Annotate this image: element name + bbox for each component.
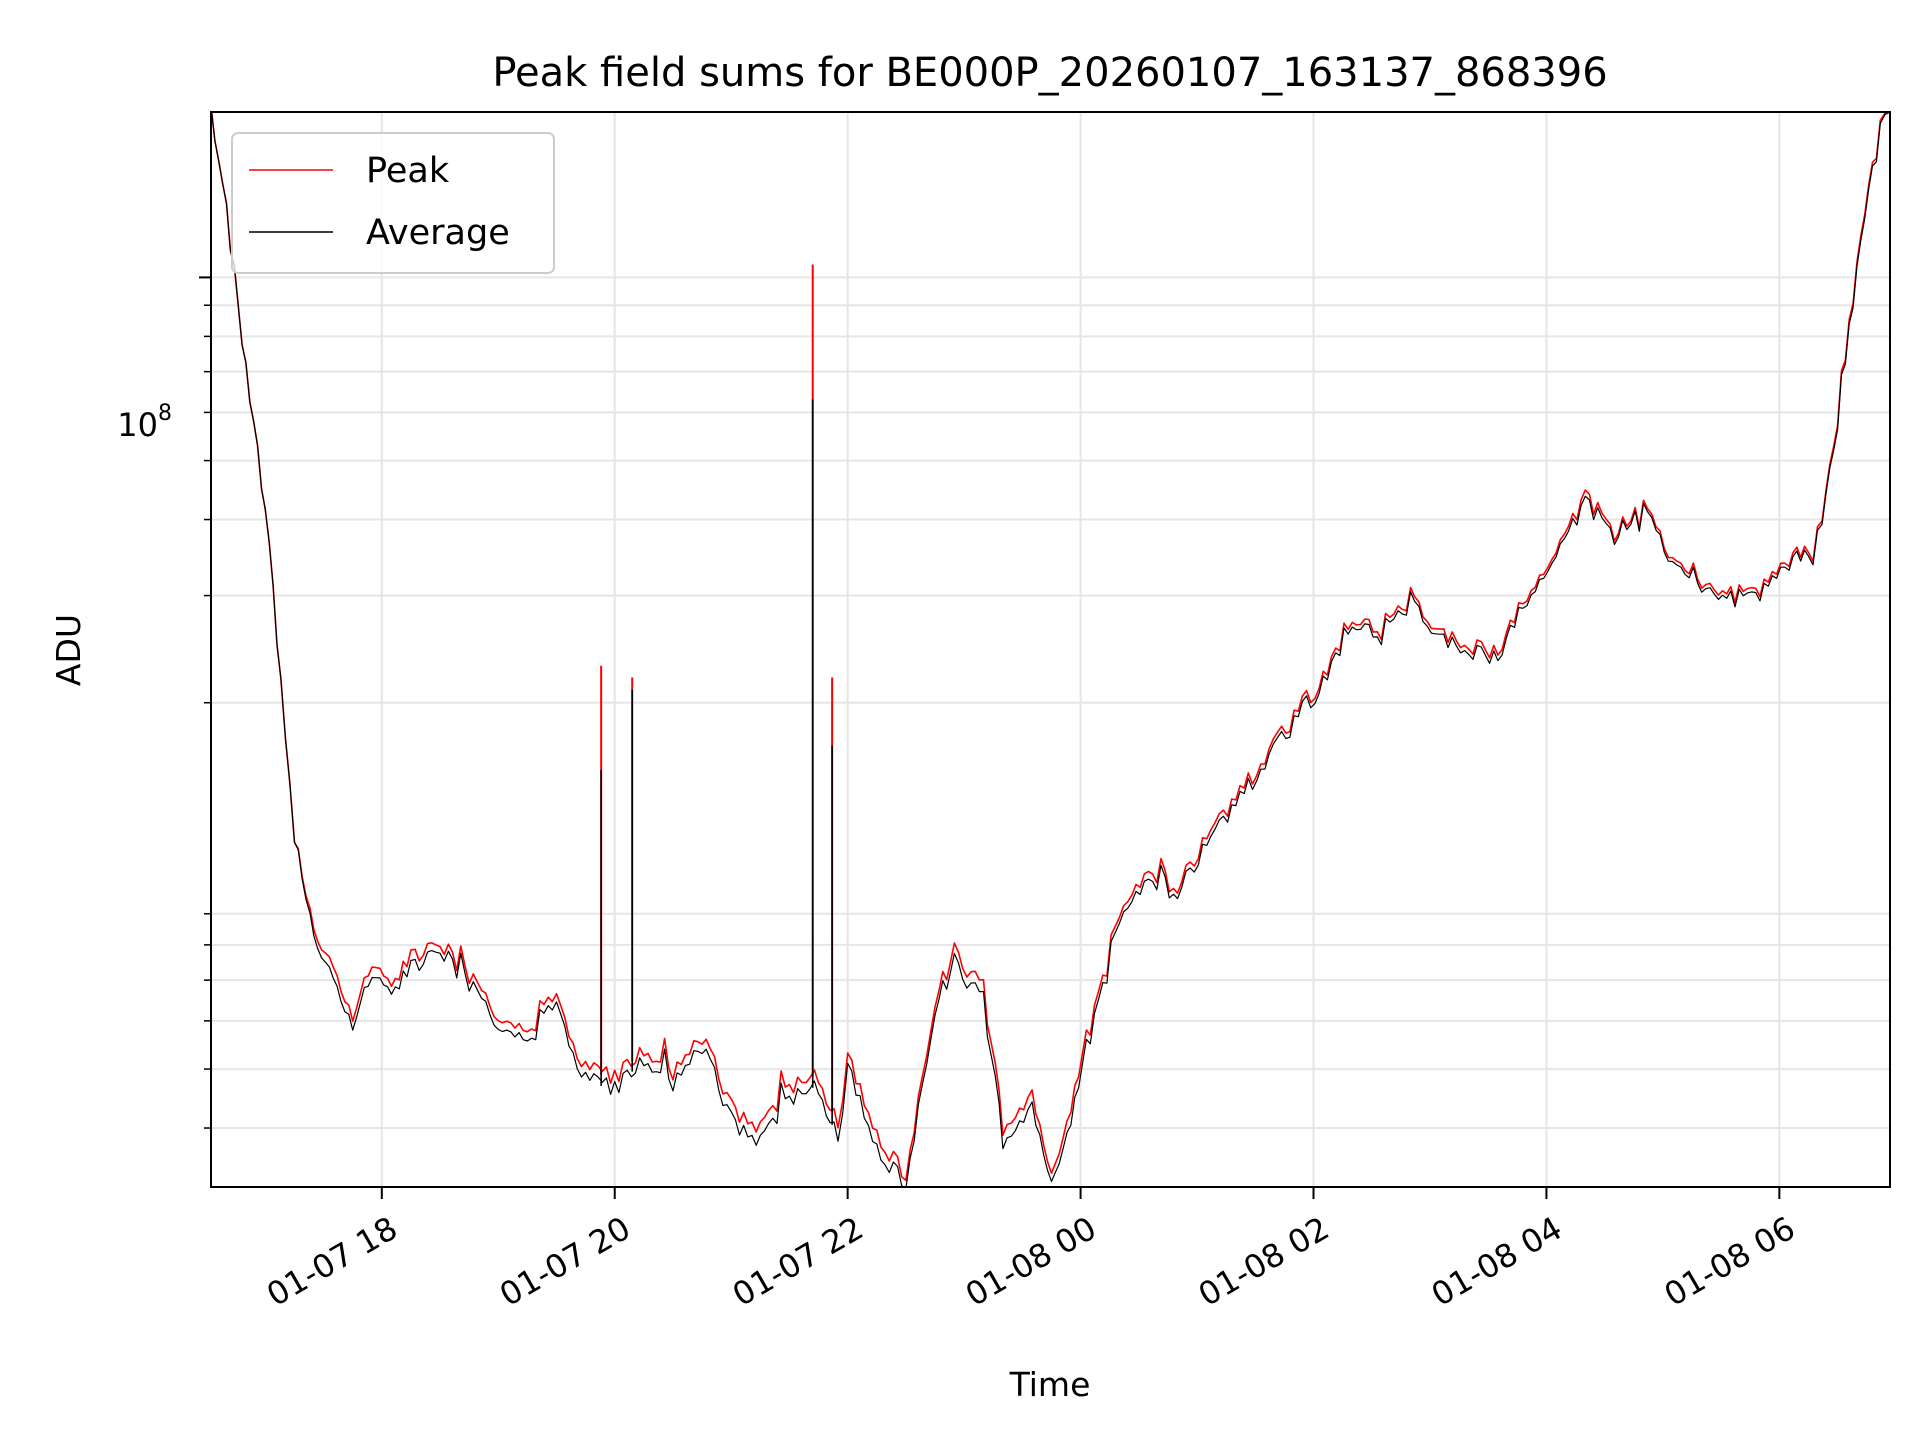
y-tick-base: 10 (117, 406, 158, 444)
svg-text:108: 108 (117, 401, 172, 444)
series-layer (211, 112, 1890, 1187)
grid-lines (211, 112, 1890, 1187)
legend-peak-label: Peak (366, 151, 450, 191)
axis-ticks (199, 276, 1781, 1199)
y-axis-label: ADU (49, 614, 88, 686)
series-line-average (211, 112, 1890, 1187)
y-tick-exponent: 8 (158, 401, 172, 426)
series-line-peak (211, 112, 1890, 1182)
legend-average-label: Average (366, 213, 510, 253)
legend-box (231, 132, 555, 274)
legend: Peak Average (231, 132, 555, 274)
y-major-tick-label: 108 (117, 401, 172, 444)
x-axis-label: Time (1009, 1365, 1091, 1404)
plot-frame (210, 111, 1891, 1188)
chart-title: Peak field sums for BE000P_20260107_1631… (492, 50, 1607, 96)
